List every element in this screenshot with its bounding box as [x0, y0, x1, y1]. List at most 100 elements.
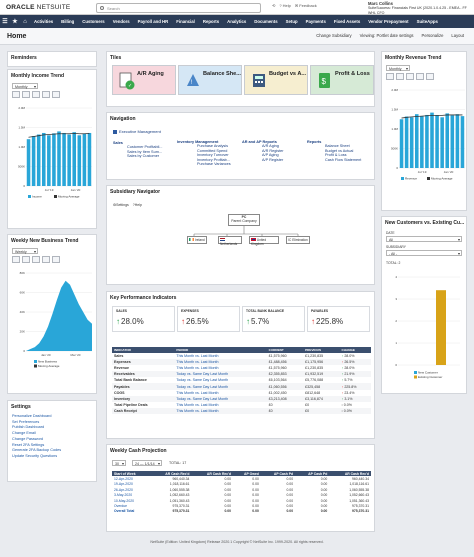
nav-activities[interactable]: Activities	[34, 19, 54, 24]
personalize-dashboard-link[interactable]: Personalize Dashboard	[12, 414, 52, 418]
nav-vendors[interactable]: Vendors	[112, 19, 130, 24]
bar-chart-toggle-icon[interactable]	[12, 91, 20, 98]
layout-link[interactable]: Layout	[451, 33, 464, 38]
personalize-link[interactable]: Personalize	[421, 33, 444, 38]
nav-fixed-assets[interactable]: Fixed Assets	[333, 19, 361, 24]
nav-link[interactable]: Purchase Variances	[197, 162, 231, 167]
nav-customers[interactable]: Customers	[82, 19, 105, 24]
kpi-row[interactable]: Total Bank Balance Today vs. Same Day Las…	[112, 377, 371, 383]
nav-link[interactable]: Cash Flow Statement	[325, 157, 362, 162]
bar-chart-toggle-icon[interactable]	[12, 256, 20, 263]
kpi-row[interactable]: Inventory Today vs. Same Day Last Month £3…	[112, 395, 371, 402]
column-chart-toggle-icon[interactable]	[42, 256, 50, 263]
change-password-link[interactable]: Change Password	[12, 436, 44, 441]
kpi-indicator[interactable]: Cash Receipt	[112, 407, 175, 414]
nav-payroll-hr[interactable]: Payroll and HR	[137, 19, 169, 24]
kpi-card-expenses[interactable]: EXPENSES ↑ 26.5%	[177, 306, 240, 332]
column-chart-toggle-icon[interactable]	[42, 91, 50, 98]
subsidiary-node-elimination[interactable]: IC Elimination	[286, 236, 310, 244]
column-header[interactable]: AR Cash Rec'd	[191, 471, 234, 477]
user-menu[interactable]: Marc Collins SuiteSuccess: Financials Fir…	[368, 1, 467, 15]
generate-2fa-codes-link[interactable]: Generate 2FA Backup Codes	[12, 448, 62, 453]
oracle-netsuite-logo[interactable]: ORACLE NETSUITE	[6, 4, 71, 11]
change-email-link[interactable]: Change Email	[12, 431, 36, 436]
chart-option-icon[interactable]	[426, 73, 434, 80]
kpi-indicator[interactable]: Sales	[114, 354, 124, 359]
kpi-indicator[interactable]: Inventory	[112, 395, 175, 402]
weeks-select[interactable]: 30	[112, 460, 126, 466]
cash-cell[interactable]: 19-Apr-2020	[114, 482, 133, 487]
kpi-row[interactable]: COGS This Month vs. Last Month £1,002,450 £…	[112, 390, 371, 396]
nav-billing[interactable]: Billing	[61, 19, 75, 24]
range-select[interactable]: 24 — 1/1/14	[132, 460, 162, 466]
home-icon[interactable]: ⌂	[23, 18, 27, 25]
nav-documents[interactable]: Documents	[254, 19, 278, 24]
nav-link[interactable]: A/R Aging	[262, 144, 279, 149]
column-header[interactable]: AR Cash Rec'd	[329, 471, 371, 477]
kpi-row[interactable]: Receivables Today vs. Same Day Last Month…	[112, 371, 371, 378]
nav-link[interactable]: A/R Register	[262, 148, 284, 153]
nav-link[interactable]: Profit & Loss	[325, 153, 347, 158]
nav-setup[interactable]: Setup	[285, 19, 298, 24]
column-header[interactable]: CURRENT	[266, 347, 304, 353]
period-select[interactable]: Weekly	[12, 248, 38, 254]
change-subsidiary-link[interactable]: Change Subsidiary	[316, 33, 352, 38]
column-header[interactable]: PERIOD	[174, 347, 267, 353]
kpi-indicator[interactable]: Total Pipeline Deals	[114, 402, 148, 407]
subsidiary-node-uk[interactable]: United Kingdom	[249, 236, 279, 246]
line-chart-toggle-icon[interactable]	[22, 91, 30, 98]
kpi-indicator[interactable]: Payables	[112, 383, 175, 390]
set-preferences-link[interactable]: Set Preferences	[12, 419, 40, 424]
column-header[interactable]: PREVIOUS	[303, 347, 340, 353]
tile-ar-aging[interactable]: ✓ A/R Aging	[112, 65, 176, 95]
nav-link[interactable]: Inventory Turnover	[197, 153, 229, 158]
publish-dashboard-link[interactable]: Publish Dashboard	[12, 425, 45, 430]
column-header[interactable]: AP Cash Pd	[260, 471, 296, 477]
nav-link[interactable]: Inventory Profitab...	[197, 157, 230, 162]
period-select[interactable]: Monthly	[386, 65, 410, 71]
favorites-icon[interactable]: ★	[12, 19, 18, 25]
kpi-row[interactable]: Payables Today vs. Same Day Last Month £1,…	[112, 383, 371, 390]
line-chart-toggle-icon[interactable]	[22, 256, 30, 263]
recent-records-icon[interactable]: ⟲	[272, 3, 276, 8]
kpi-indicator[interactable]: Total Bank Balance	[114, 378, 147, 383]
nav-link[interactable]: Customer Profitabil...	[127, 145, 163, 150]
tile-budget-vs-actual[interactable]: Budget vs A...	[244, 65, 308, 95]
column-header[interactable]: AP Cash Pd	[295, 471, 330, 477]
nav-suiteapps[interactable]: SuiteApps	[416, 19, 438, 24]
tile-balance-sheet[interactable]: ! Balance She...	[178, 65, 242, 95]
bar-chart-toggle-icon[interactable]	[386, 73, 394, 80]
nav-link[interactable]: Sales by Customer	[127, 154, 160, 159]
update-security-questions-link[interactable]: Update Security Questions	[12, 453, 58, 458]
area-chart-toggle-icon[interactable]	[406, 73, 414, 80]
kpi-indicator[interactable]: Expenses	[112, 359, 175, 366]
executive-management-link[interactable]: Executive Management	[113, 129, 161, 134]
recent-items-icon[interactable]: ☰	[2, 19, 8, 25]
nav-vendor-prepayment[interactable]: Vendor Prepayment	[368, 19, 409, 24]
nav-link[interactable]: A/P Register	[262, 157, 284, 162]
cash-cell[interactable]: 26-Apr-2020	[114, 487, 133, 492]
kpi-card-payables[interactable]: PAYABLES ↑ 225.8%	[307, 306, 370, 332]
column-header[interactable]: INDICATOR	[112, 347, 175, 353]
reset-2fa-link[interactable]: Reset 2FA Settings	[12, 442, 45, 447]
kpi-row[interactable]: Expenses This Month vs. Last Month £1,488,…	[112, 359, 371, 366]
period-select[interactable]: Monthly	[12, 83, 38, 89]
nav-reports[interactable]: Reports	[202, 19, 220, 24]
column-chart-toggle-icon[interactable]	[416, 73, 424, 80]
nav-link[interactable]: Budget vs Actual	[325, 148, 354, 153]
kpi-card-bank-balance[interactable]: TOTAL BANK BALANCE ↑ 5.7%	[242, 306, 305, 332]
help-link[interactable]: ?Help	[132, 203, 142, 207]
nav-link[interactable]: Sales by Item Sum...	[127, 149, 163, 154]
kpi-row[interactable]: Revenue This Month vs. Last Month £1,575,9…	[112, 365, 371, 371]
cash-cell[interactable]: 10-May-2020	[114, 498, 134, 503]
subsidiary-node-netherlands[interactable]: Netherlands	[218, 236, 242, 246]
chart-option-icon[interactable]	[52, 91, 60, 98]
column-header[interactable]: AP Owed	[233, 471, 261, 477]
line-chart-toggle-icon[interactable]	[396, 73, 404, 80]
column-header[interactable]: Start of Week	[112, 471, 150, 477]
kpi-card-sales[interactable]: SALES ↑ 28.0%	[112, 306, 175, 332]
nav-financial[interactable]: Financial	[176, 19, 195, 24]
chart-option-icon[interactable]	[52, 256, 60, 263]
nav-link[interactable]: A/P Aging	[262, 153, 279, 158]
column-header[interactable]: AR Cash Rec'd	[149, 471, 192, 477]
